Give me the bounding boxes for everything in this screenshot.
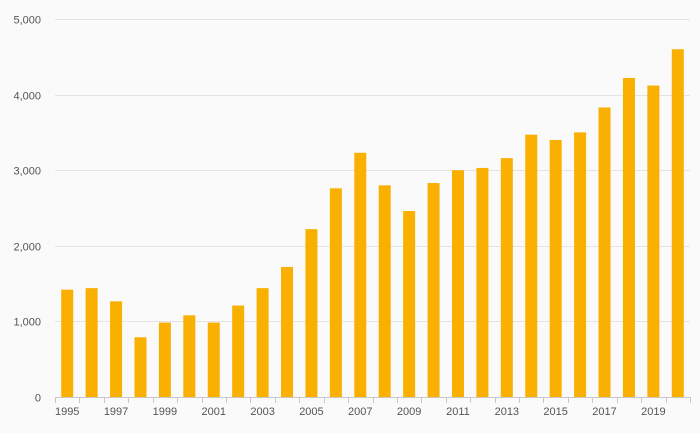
x-tick-label: 1997	[104, 406, 128, 418]
bar-1998	[134, 337, 147, 397]
bar-2007	[354, 152, 367, 397]
x-tick-label: 2009	[397, 406, 421, 418]
x-tick-label: 1999	[153, 406, 177, 418]
bar-2014	[525, 134, 538, 398]
x-tick-label: 2013	[495, 406, 519, 418]
x-axis-ticks	[55, 397, 691, 403]
gridlines	[55, 19, 690, 322]
bar-2009	[403, 211, 416, 397]
x-tick-label: 2015	[543, 406, 567, 418]
bar-2020	[671, 49, 684, 398]
bar-2004	[281, 266, 294, 397]
bar-1996	[85, 288, 98, 397]
bar-2002	[232, 305, 245, 397]
y-tick-label: 1,000	[13, 317, 41, 329]
y-tick-label: 3,000	[13, 166, 41, 178]
bar-2008	[378, 185, 391, 397]
bar-2003	[256, 288, 269, 397]
y-tick-label: 4,000	[13, 91, 41, 103]
bar-2018	[622, 77, 635, 397]
bar-1995	[61, 289, 74, 397]
bar-2001	[207, 322, 220, 397]
bar-2000	[183, 315, 196, 397]
bar-1997	[110, 301, 123, 397]
x-tick-label: 2011	[446, 406, 470, 418]
x-tick-label: 2003	[250, 406, 274, 418]
bar-2011	[451, 170, 464, 397]
bar-2013	[500, 158, 513, 397]
y-tick-label: 2,000	[13, 242, 41, 254]
x-axis-tick-labels: 1995 1997 1999 2001 2003 2005 2007 2009 2011 2013…	[55, 406, 666, 418]
x-tick-label: 2005	[299, 406, 323, 418]
x-tick-label: 2001	[202, 406, 226, 418]
bar-2006	[329, 188, 342, 397]
y-tick-label: 0	[35, 393, 41, 405]
bar-1999	[158, 322, 171, 397]
bar-2017	[598, 107, 611, 397]
x-tick-label: 1995	[55, 406, 79, 418]
x-tick-label: 2019	[641, 406, 665, 418]
y-tick-label: 5,000	[13, 15, 41, 27]
x-tick-label: 2007	[348, 406, 372, 418]
bar-2016	[574, 132, 587, 397]
bar-2019	[647, 85, 660, 397]
bar-2015	[549, 139, 562, 397]
bar-2005	[305, 229, 318, 397]
bar-2012	[476, 167, 489, 397]
bar-2010	[427, 183, 440, 397]
bars	[61, 49, 684, 398]
x-tick-label: 2017	[592, 406, 616, 418]
y-axis-tick-labels: 0 1,000 2,000 3,000 4,000 5,000	[13, 15, 41, 405]
